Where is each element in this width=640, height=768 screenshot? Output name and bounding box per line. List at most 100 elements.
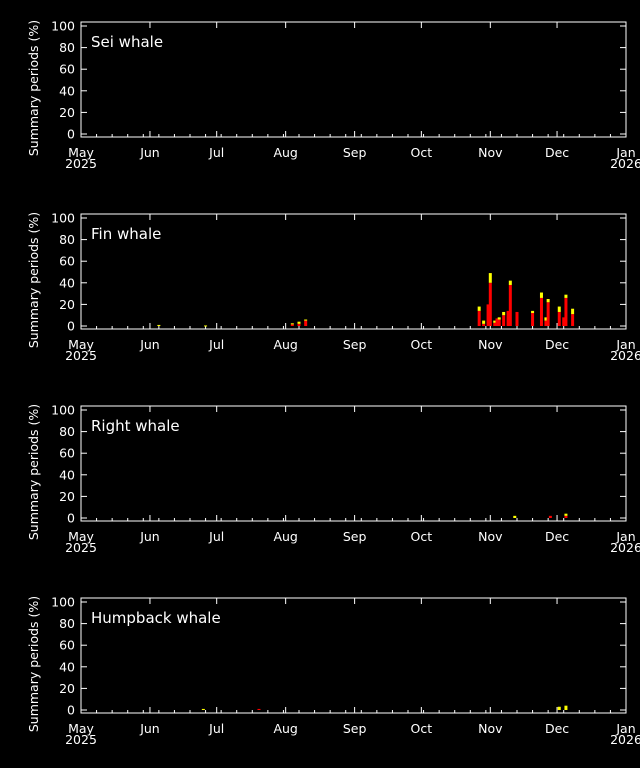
x-tick-label-month: Jul [208,721,224,736]
x-tick-label-month: Jan [615,145,635,160]
bar-red [502,315,506,326]
bar-yellow [546,299,550,303]
x-tick-label-year: 2025 [65,540,97,555]
bar-red [297,323,301,326]
y-tick-label: 100 [51,595,75,610]
y-tick-label: 20 [59,489,75,504]
chart-title: Right whale [91,417,180,435]
bar-red [562,317,566,326]
bar-red [486,304,490,326]
bar-red [544,320,548,326]
x-tick-label-month: Jun [139,721,160,736]
x-tick-label-month: Nov [478,337,503,352]
x-tick-label-month: May [68,721,94,736]
x-tick-label-month: May [68,529,94,544]
y-tick-label: 40 [59,83,75,98]
x-tick-label-month: Aug [273,721,297,736]
x-tick-label-month: Dec [545,337,569,352]
bar-red [564,515,568,518]
x-tick-label-year: 2026 [610,540,640,555]
chart-panel-2: Right whale Summary periods (%) 0 20 40 60 80 1… [26,403,640,556]
y-tick-label: 60 [59,254,75,269]
y-tick-label: 60 [59,638,75,653]
bar-red [290,324,294,326]
x-tick-label-month: Aug [273,529,297,544]
y-axis-label: Summary periods (%) [26,212,41,348]
bar-yellow [157,324,161,326]
x-tick-label-month: Jun [139,529,160,544]
y-tick-label: 100 [51,211,75,226]
x-tick-label-year: 2026 [610,732,640,747]
x-tick-label-month: Sep [343,721,367,736]
chart-panel-3: Humpback whale Summary periods (%) 0 20 40 60… [26,595,640,748]
y-tick-label: 0 [67,511,75,526]
bar-yellow [304,319,308,321]
x-tick-label-month: Oct [411,721,433,736]
x-tick-label-month: May [68,145,94,160]
bar-yellow [502,311,506,316]
bar-yellow [497,317,501,320]
plot-frame [80,213,627,330]
x-tick-label-year: 2026 [610,348,640,363]
chart-panel-1: Fin whale Summary periods (%) 0 20 40 60 80 100… [26,211,640,364]
bar-yellow [557,706,561,710]
bar-yellow [297,321,301,324]
y-tick-label: 80 [59,424,75,439]
bar-red [557,311,561,326]
bar-yellow [493,320,497,323]
bar-red [564,297,568,326]
bar-yellow [482,320,486,324]
bar-red [477,310,481,326]
bar-red [497,319,501,326]
x-tick-label-month: Nov [478,529,503,544]
bar-red [571,314,575,326]
bar-yellow [477,306,481,311]
bar-red [506,310,510,326]
chart-title: Sei whale [91,33,163,51]
x-tick-label-month: Aug [273,337,297,352]
bar-yellow [564,513,568,516]
y-tick-label: 60 [59,446,75,461]
chart-title: Fin whale [91,225,161,243]
x-tick-label-month: Jan [615,529,635,544]
y-tick-label: 80 [59,232,75,247]
bars [157,273,575,327]
x-tick-label-month: Oct [411,337,433,352]
chart-title: Humpback whale [91,609,221,627]
bar-yellow [564,705,568,710]
y-tick-label: 100 [51,19,75,34]
x-tick-label-year: 2025 [65,732,97,747]
x-tick-label-month: Nov [478,721,503,736]
x-tick-label-month: Sep [343,529,367,544]
x-tick-label-month: Jun [139,145,160,160]
x-tick-label-month: Dec [545,721,569,736]
x-tick-label-month: May [68,337,94,352]
bar-yellow [571,308,575,315]
bar-red [482,323,486,326]
y-axis-label: Summary periods (%) [26,20,41,156]
bar-yellow [564,294,568,298]
bar-yellow [201,708,205,710]
y-tick-label: 40 [59,659,75,674]
bar-yellow [508,280,512,285]
bar-red [493,322,497,326]
x-tick-label-month: Dec [545,145,569,160]
x-tick-label-month: Jan [615,721,635,736]
bar-yellow [513,515,517,518]
bar-red [548,515,552,518]
x-tick-label-month: Jun [139,337,160,352]
y-tick-label: 0 [67,319,75,334]
bar-red [546,302,550,326]
y-tick-label: 20 [59,105,75,120]
x-tick-label-month: Jan [615,337,635,352]
x-tick-label-year: 2026 [610,156,640,171]
y-tick-label: 0 [67,703,75,718]
bar-yellow [539,292,543,298]
x-tick-label-month: Jul [208,145,224,160]
y-tick-label: 80 [59,616,75,631]
x-tick-label-month: Sep [343,145,367,160]
y-tick-label: 40 [59,275,75,290]
x-tick-label-month: Oct [411,145,433,160]
y-tick-label: 0 [67,127,75,142]
bar-red [304,320,308,326]
